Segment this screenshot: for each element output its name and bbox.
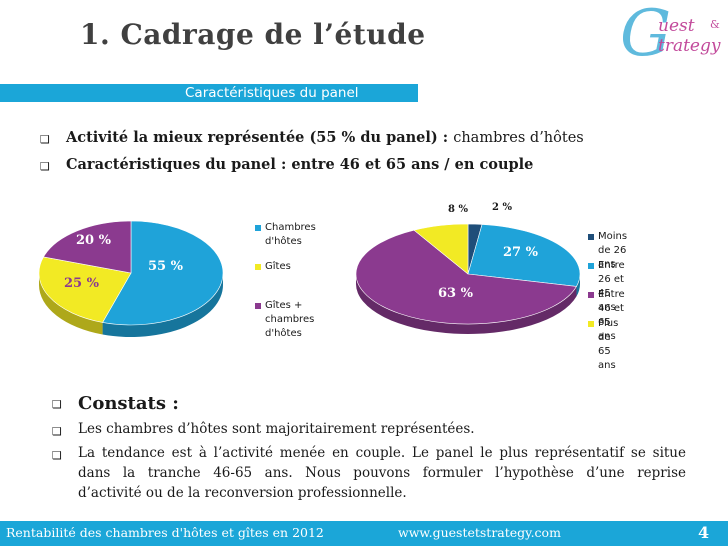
legend-swatch [588, 292, 594, 298]
legend-label: Gîtes + chambres d'hôtes [265, 300, 315, 339]
bullet-activity-rest: chambres d’hôtes [453, 130, 584, 146]
pie1-label-2: 20 % [76, 233, 111, 248]
bullet-icon: ❑ [40, 160, 50, 173]
constats-title: Constats : [78, 393, 179, 414]
pie2-label-3: 8 % [448, 204, 468, 215]
footer-bar: Rentabilité des chambres d'hôtes et gîte… [0, 521, 728, 546]
pie2-label-1: 27 % [503, 245, 538, 260]
bullet-icon: ❑ [52, 398, 62, 411]
pie1-label-0: 55 % [148, 259, 183, 274]
pie2-label-2: 63 % [438, 286, 473, 301]
legend-label: Moins de 26 ans [598, 231, 628, 270]
bullet-icon: ❑ [52, 449, 62, 462]
subtitle-bar [0, 84, 418, 102]
pie-chart-activity [38, 220, 224, 337]
constats-line-4: d’activité ou de la reconversion profess… [78, 485, 407, 501]
page-number: 4 [698, 523, 710, 542]
bullet-icon: ❑ [52, 425, 62, 438]
slide-subtitle: Caractéristiques du panel [185, 85, 359, 101]
constats-line-1: Les chambres d’hôtes sont majoritairemen… [78, 421, 475, 437]
logo: G uest & trategy [608, 2, 728, 70]
legend-label: Plus de 65 ans [598, 318, 619, 371]
legend-label: Chambres d'hôtes [265, 222, 316, 247]
slice-chambres-side [102, 273, 223, 337]
pie-chart-age [355, 223, 581, 334]
legend-label: Entre 46 et 65 ans [598, 289, 625, 342]
footer-url-link[interactable]: www.guestetstrategy.com [398, 525, 561, 540]
slice-chambres [102, 220, 224, 326]
logo-mark: G [620, 0, 672, 71]
legend-label: Entre 26 et 45 ans [598, 260, 625, 313]
bullet-activity-bold: Activité la mieux représentée (55 % du p… [66, 129, 454, 146]
legend-swatch [255, 264, 261, 270]
legend-swatch [255, 225, 261, 231]
legend-label: Gîtes [265, 261, 291, 272]
slice-26-45-side [576, 274, 580, 297]
slice-plus-65 [413, 223, 469, 275]
logo-ampersand: & [710, 18, 720, 31]
slice-46-65 [355, 229, 577, 325]
slice-gites-chambres [43, 220, 132, 274]
legend-swatch [588, 321, 594, 327]
slice-26-45 [467, 224, 581, 287]
footer-title: Rentabilité des chambres d'hôtes et gîte… [6, 525, 324, 540]
legend-swatch [588, 263, 594, 269]
slide-title: 1. Cadrage de l’étude [80, 18, 426, 51]
slice-46-65-side [356, 274, 577, 334]
pie2-label-0: 2 % [492, 202, 512, 213]
logo-word-guest: uest [658, 16, 695, 36]
slice-gites [38, 256, 132, 323]
bullet-icon: ❑ [40, 133, 50, 146]
bullet-activity: Activité la mieux représentée (55 % du p… [66, 129, 584, 146]
logo-word-strategy: trategy [658, 36, 721, 56]
legend-swatch [588, 234, 594, 240]
slice-gites-side [39, 273, 103, 335]
constats-line-2: La tendance est à l’activité menée en co… [78, 445, 686, 461]
bullet-panel-bold: Caractéristiques du panel : entre 46 et … [66, 156, 534, 173]
bullet-panel: Caractéristiques du panel : entre 46 et … [66, 156, 533, 173]
legend-swatch [255, 303, 261, 309]
constats-line-3: dans la tranche 46-65 ans. Nous pouvons … [78, 465, 686, 481]
pie1-label-1: 25 % [64, 276, 99, 291]
